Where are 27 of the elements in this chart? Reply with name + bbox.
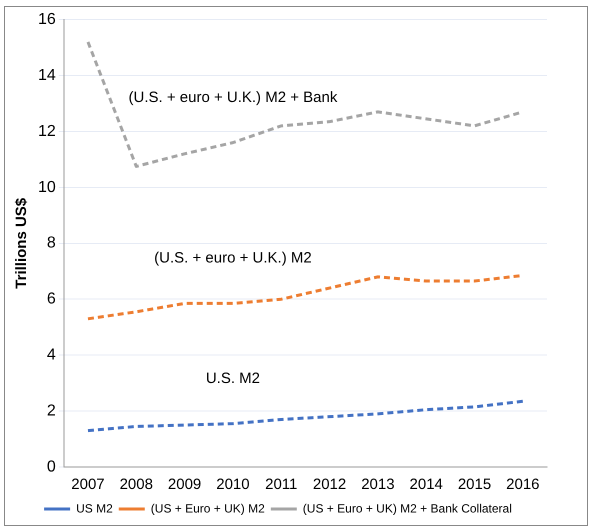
x-tick-label: 2011 <box>265 476 298 494</box>
y-tick-label: 6 <box>46 290 56 308</box>
annotation: (U.S. + euro + U.K.) M2 <box>154 250 312 267</box>
x-tick-label: 2014 <box>410 476 443 494</box>
y-tick-label: 2 <box>46 402 56 420</box>
x-tick-label: 2008 <box>120 476 153 494</box>
y-tick-label: 14 <box>38 66 56 84</box>
x-tick-label: 2013 <box>361 476 395 494</box>
y-axis-title: Trillions US$ <box>13 197 30 289</box>
x-tick-label: 2010 <box>216 476 250 494</box>
annotation: (U.S. + euro + U.K.) M2 + Bank <box>128 88 338 106</box>
x-tick-label: 2012 <box>312 476 346 494</box>
x-tick-label: 2015 <box>458 476 492 494</box>
x-tick-label: 2009 <box>168 476 202 494</box>
legend-label: (US + Euro + UK) M2 + Bank Collateral <box>302 501 512 516</box>
y-tick-label: 8 <box>46 234 56 252</box>
x-tick-label: 2016 <box>506 476 540 494</box>
legend-label: (US + Euro + UK) M2 <box>150 501 266 516</box>
y-tick-label: 0 <box>46 458 56 476</box>
y-tick-label: 16 <box>38 11 56 28</box>
legend-label: US M2 <box>76 501 114 516</box>
line-series <box>86 400 524 432</box>
annotation: U.S. M2 <box>206 370 260 387</box>
y-tick-label: 10 <box>38 178 56 196</box>
y-tick-label: 12 <box>38 122 56 140</box>
y-tick-label: 4 <box>46 346 56 364</box>
x-tick-label: 2007 <box>71 476 105 494</box>
